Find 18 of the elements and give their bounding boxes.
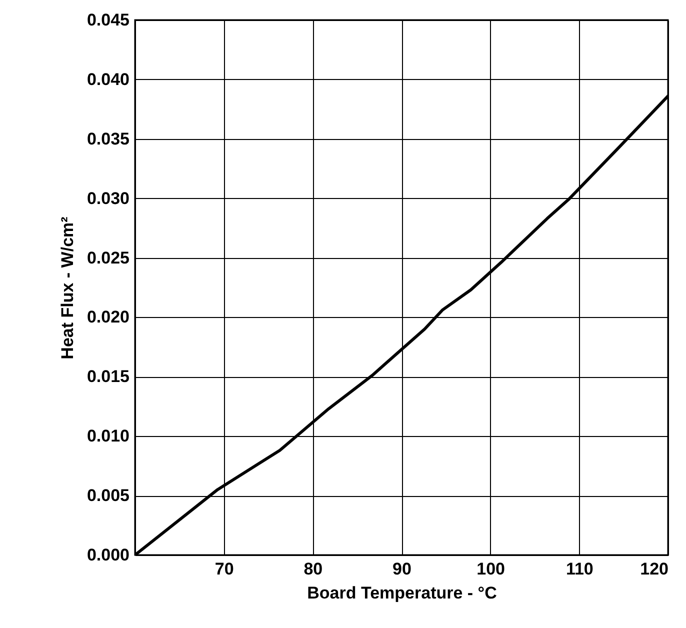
x-tick-label: 80 [304, 560, 323, 578]
y-tick-label: 0.040 [86, 70, 130, 89]
y-tick-label: 0.000 [86, 546, 130, 564]
y-tick-label: 0.045 [86, 10, 130, 30]
y-tick-label: 0.005 [86, 486, 130, 506]
y-tick-label: 0.035 [86, 129, 130, 148]
x-axis-title: Board Temperature - °C [307, 584, 497, 602]
y-axis-title: Heat Flux - W/cm² [58, 216, 77, 360]
y-tick-label: 0.030 [86, 188, 130, 208]
y-tick-label: 0.010 [86, 426, 130, 446]
x-tick-label: 120 [640, 560, 668, 578]
y-tick-label: 0.020 [86, 308, 130, 327]
x-tick-label: 90 [392, 560, 412, 578]
y-tick-label: 0.015 [86, 367, 130, 386]
y-tick-label: 0.025 [86, 248, 130, 268]
x-tick-label: 110 [566, 560, 594, 578]
x-tick-label: 100 [476, 560, 506, 578]
x-tick-label: 70 [214, 560, 234, 578]
